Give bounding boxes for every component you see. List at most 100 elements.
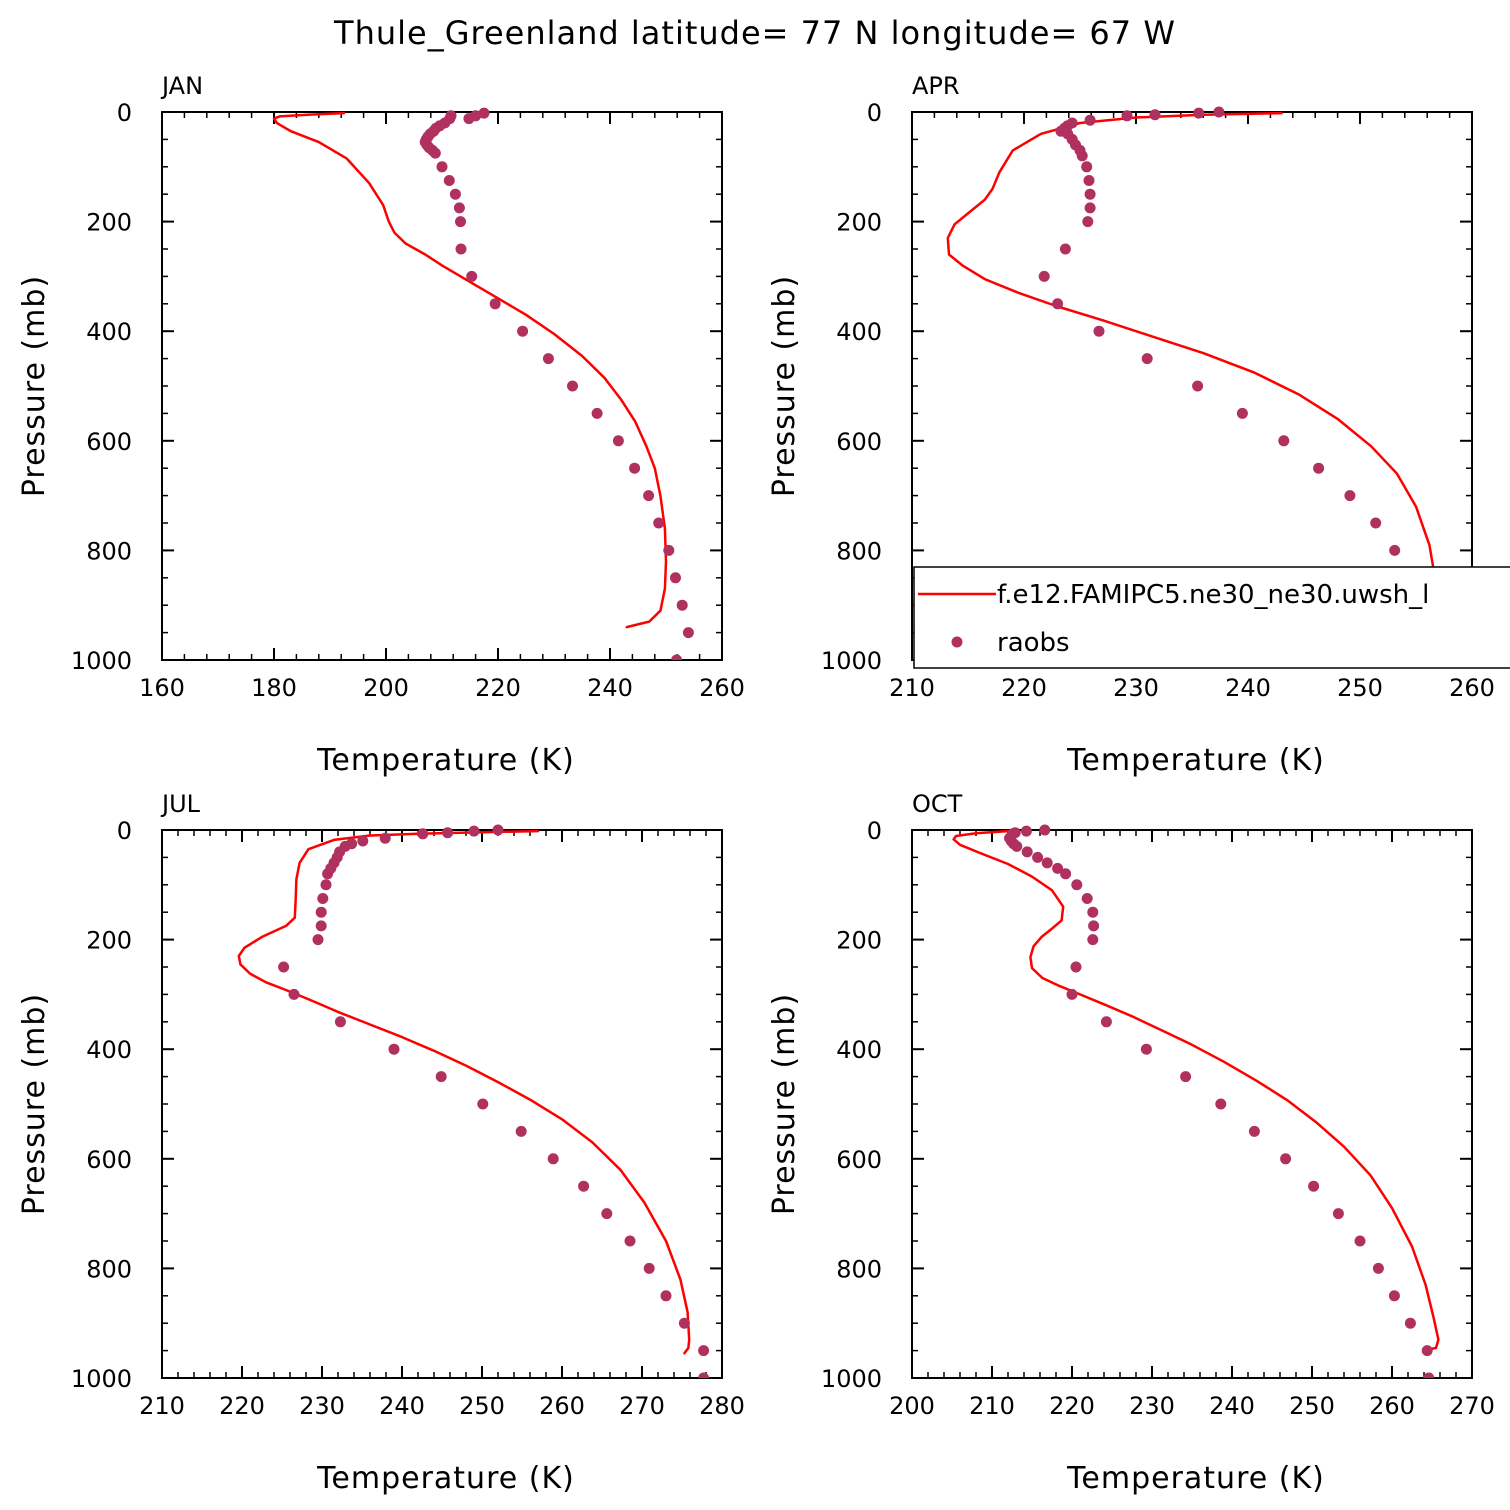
raobs-point <box>317 893 329 904</box>
raobs-point <box>288 988 300 1000</box>
raobs-point <box>443 175 455 186</box>
x-tick-label: 220 <box>475 674 521 702</box>
x-tick-label: 230 <box>1113 674 1159 702</box>
y-tick-label: 1000 <box>71 647 132 675</box>
raobs-point <box>1093 325 1105 337</box>
panel-label-oct: OCT <box>912 790 963 818</box>
legend: f.e12.FAMIPC5.ne30_ne30.uwsh_l raobs <box>913 566 1510 669</box>
raobs-point <box>1248 1125 1260 1137</box>
panel-oct: 200 210 220 230 240 250 260 270 0 200 400 600 800 100… <box>767 790 1495 1496</box>
raobs-point <box>315 920 327 932</box>
x-tick-label: 210 <box>139 1392 185 1420</box>
x-tick-label: 250 <box>459 1392 505 1420</box>
raobs-point <box>388 1043 400 1055</box>
x-tick-label: 210 <box>969 1392 1015 1420</box>
raobs-point <box>435 1071 447 1083</box>
y-axis-label: Pressure (mb) <box>17 993 52 1215</box>
x-axis-label: Temperature (K) <box>1066 1461 1325 1496</box>
x-tick-label: 240 <box>379 1392 425 1420</box>
x-tick-label: 250 <box>1337 674 1383 702</box>
raobs-point <box>334 1016 346 1028</box>
raobs-point <box>1308 1180 1320 1192</box>
raobs-point <box>1021 846 1033 858</box>
raobs-point <box>1140 1043 1152 1055</box>
y-tick-label: 600 <box>836 1146 882 1174</box>
raobs-point <box>612 435 624 447</box>
raobs-point <box>436 161 448 173</box>
x-tick-label: 260 <box>1369 1392 1415 1420</box>
raobs-point <box>492 824 504 836</box>
raobs-point <box>466 270 478 282</box>
y-tick-label: 1000 <box>71 1365 132 1393</box>
raobs-point <box>1066 988 1078 1000</box>
y-tick-label: 800 <box>86 1255 132 1283</box>
raobs-point <box>601 1208 613 1220</box>
y-tick-label: 200 <box>836 209 882 237</box>
y-tick-label: 1000 <box>821 647 882 675</box>
legend-marker-swatch <box>951 636 963 648</box>
x-tick-label: 230 <box>1129 1392 1175 1420</box>
raobs-point <box>1192 380 1204 392</box>
raobs-point <box>315 906 327 918</box>
x-tick-label: 260 <box>699 674 745 702</box>
raobs-point <box>591 407 603 419</box>
y-tick-label: 0 <box>117 99 132 127</box>
y-tick-label: 400 <box>836 318 882 346</box>
raobs-point <box>542 353 554 365</box>
raobs-point <box>453 202 465 214</box>
raobs-point <box>1083 175 1095 186</box>
x-tick-label: 230 <box>299 1392 345 1420</box>
raobs-point <box>1041 857 1053 869</box>
raobs-point <box>379 832 391 844</box>
raobs-point <box>653 517 665 529</box>
x-axis-label: Temperature (K) <box>316 743 575 778</box>
legend-raobs-label: raobs <box>997 628 1070 658</box>
raobs-point <box>676 599 688 611</box>
raobs-point <box>1372 1262 1384 1274</box>
x-tick-label: 220 <box>1049 1392 1095 1420</box>
raobs-point <box>698 1345 710 1357</box>
raobs-point <box>463 113 475 125</box>
raobs-point <box>278 961 290 973</box>
raobs-point <box>1344 490 1356 502</box>
y-tick-label: 0 <box>867 817 882 845</box>
raobs-point <box>1404 1317 1416 1329</box>
raobs-point <box>517 325 529 337</box>
y-tick-label: 800 <box>836 1255 882 1283</box>
y-tick-label: 600 <box>86 1146 132 1174</box>
x-tick-label: 250 <box>1289 1392 1335 1420</box>
y-axis-label: Pressure (mb) <box>17 275 52 497</box>
x-tick-label: 240 <box>1209 1392 1255 1420</box>
x-axis-label: Temperature (K) <box>1066 743 1325 778</box>
raobs-point <box>643 1262 655 1274</box>
raobs-point <box>455 216 466 228</box>
raobs-point <box>1081 161 1093 173</box>
legend-box <box>913 566 1510 669</box>
raobs-point <box>1039 824 1051 836</box>
plot-data-jan <box>272 107 694 660</box>
raobs-point <box>567 380 578 392</box>
raobs-point <box>1370 517 1382 529</box>
raobs-point <box>663 544 675 556</box>
raobs-point <box>1084 114 1096 126</box>
raobs-point <box>1011 840 1023 852</box>
panel-label-jul: JUL <box>160 790 201 818</box>
raobs-point <box>1141 353 1153 365</box>
raobs-point <box>682 627 694 639</box>
plot-data-apr <box>946 106 1447 660</box>
y-tick-label: 400 <box>836 1036 882 1064</box>
x-axis-label: Temperature (K) <box>316 1461 575 1496</box>
raobs-point <box>1052 862 1064 874</box>
raobs-point <box>1020 825 1032 837</box>
y-tick-label: 600 <box>86 428 132 456</box>
legend-model-label: f.e12.FAMIPC5.ne30_ne30.uwsh_l <box>997 580 1429 610</box>
x-tick-label: 200 <box>889 1392 935 1420</box>
x-tick-label: 270 <box>1449 1392 1495 1420</box>
y-tick-label: 800 <box>86 537 132 565</box>
y-tick-label: 800 <box>836 537 882 565</box>
x-tick-label: 200 <box>363 674 409 702</box>
raobs-point <box>357 835 369 847</box>
x-tick-label: 220 <box>219 1392 265 1420</box>
raobs-point <box>1088 920 1100 932</box>
